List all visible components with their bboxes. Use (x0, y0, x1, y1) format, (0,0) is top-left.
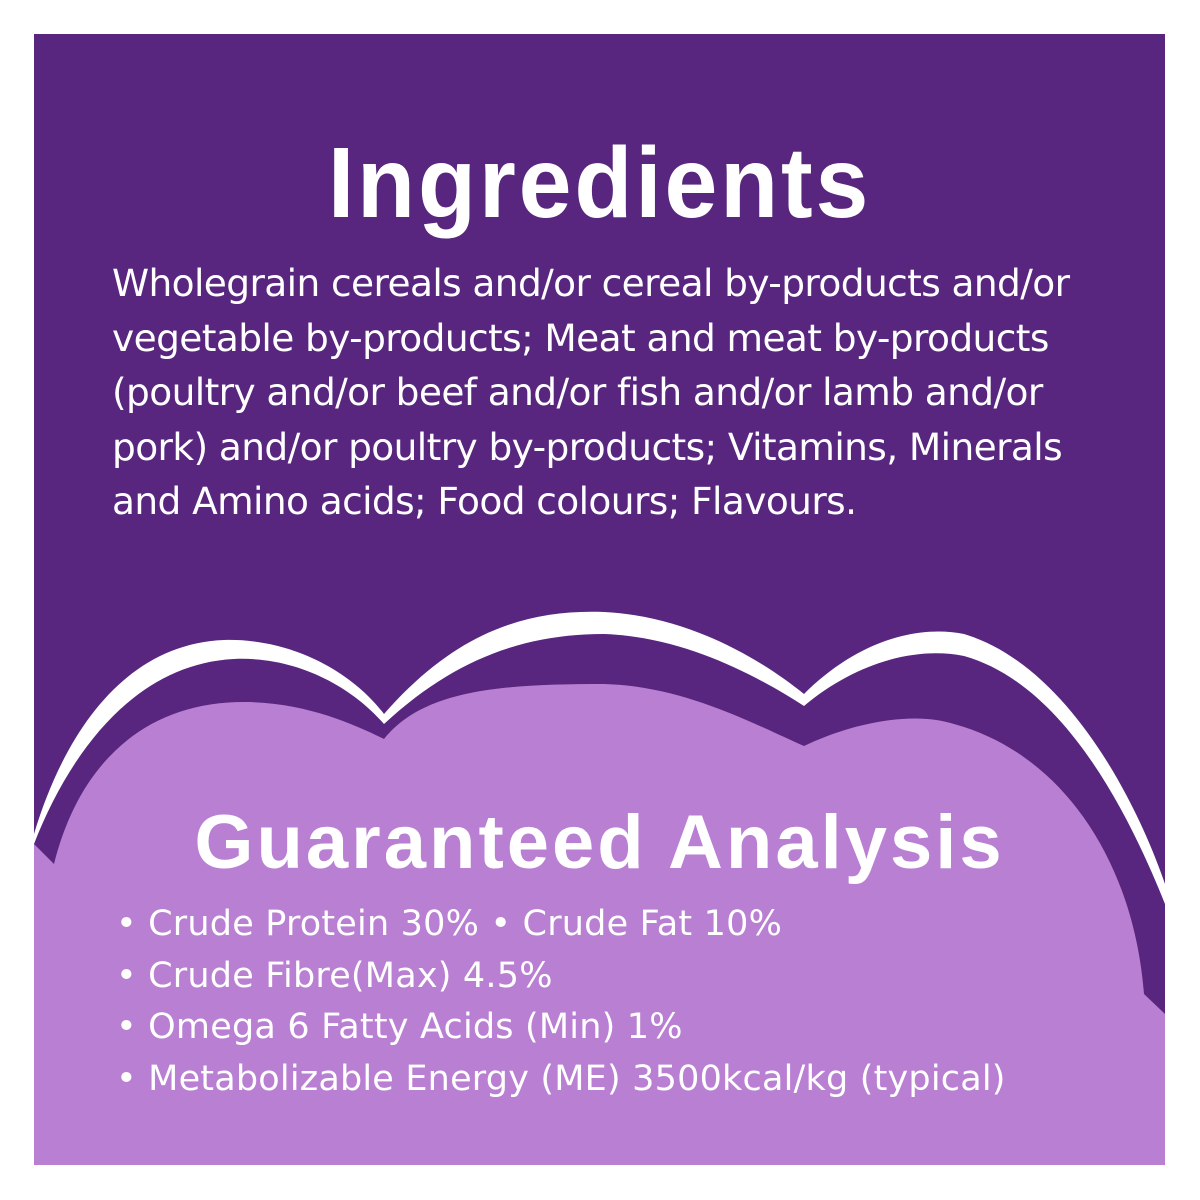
guaranteed-analysis-title: Guaranteed Analysis (194, 800, 1005, 885)
cloud-shape (34, 611, 1165, 1165)
analysis-list: • Crude Protein 30% • Crude Fat 10% • Cr… (116, 899, 1006, 1105)
ingredients-title: Ingredients (327, 127, 872, 239)
analysis-line: • Omega 6 Fatty Acids (Min) 1% (116, 1007, 683, 1047)
analysis-line: • Metabolizable Energy (ME) 3500kcal/kg … (116, 1058, 1006, 1099)
cloud-fill (34, 684, 1165, 1165)
ingredients-panel: Ingredients Wholegrain cereals and/or ce… (34, 34, 1165, 1165)
ingredients-text: Wholegrain cereals and/or cereal by-prod… (112, 261, 1070, 523)
analysis-line: • Crude Protein 30% • Crude Fat 10% (116, 904, 783, 944)
analysis-line: • Crude Fibre(Max) 4.5% (116, 955, 553, 996)
